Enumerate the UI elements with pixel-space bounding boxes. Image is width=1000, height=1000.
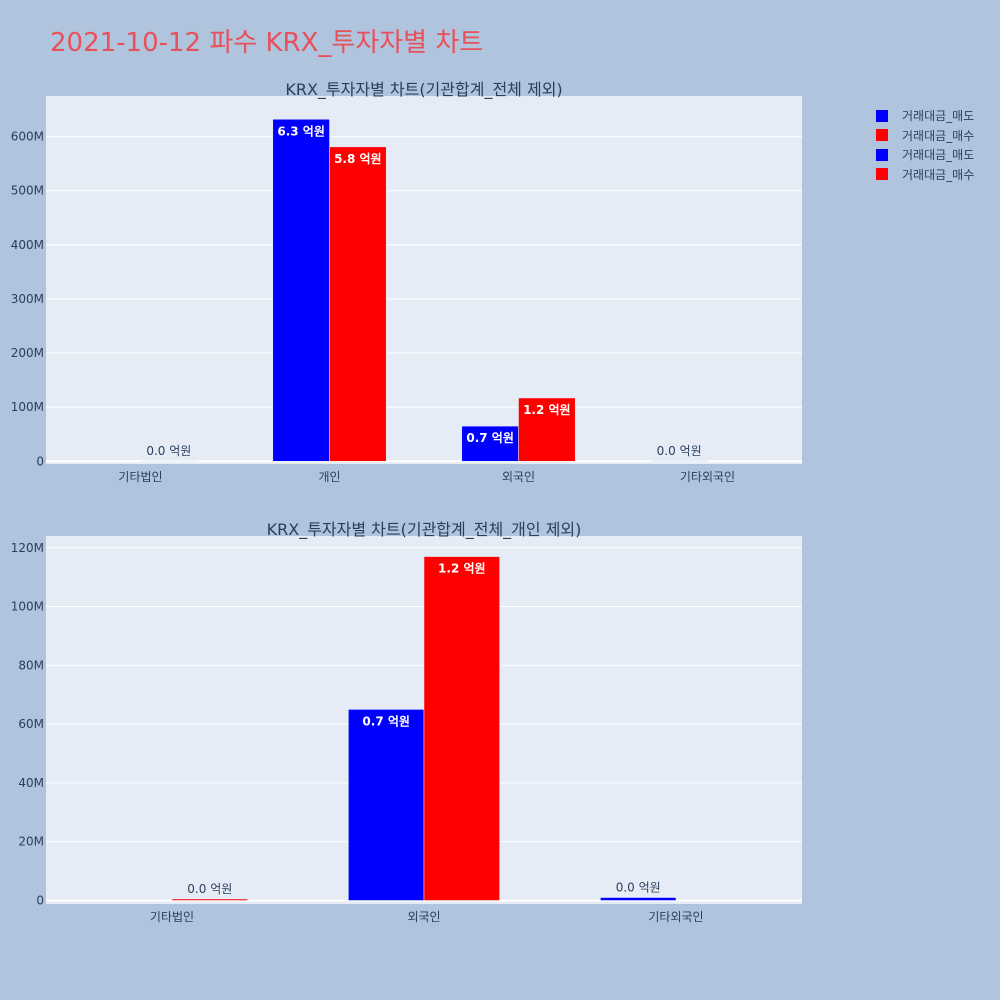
data-label: 0.0 억원 <box>146 444 191 458</box>
data-label: 6.3 억원 <box>277 124 325 138</box>
legend-swatch <box>876 109 888 122</box>
data-label: 0.7 억원 <box>466 431 514 445</box>
legend-label: 거래대금_매수 <box>902 128 975 143</box>
x-tick-label: 기타법인 <box>150 910 194 924</box>
bar <box>272 119 330 462</box>
data-label: 5.8 억원 <box>334 152 382 166</box>
bar <box>329 146 387 462</box>
y-tick-label: 200M <box>11 346 44 360</box>
y-tick-label: 100M <box>11 400 44 414</box>
y-tick-label: 20M <box>18 835 44 849</box>
y-tick-label: 40M <box>18 776 44 790</box>
data-label: 1.2 억원 <box>438 562 486 576</box>
x-tick-label: 외국인 <box>502 470 535 484</box>
legend-item[interactable]: 거래대금_매수 <box>876 126 996 146</box>
data-label: 1.2 억원 <box>523 403 571 417</box>
data-label: 0.0 억원 <box>616 881 661 895</box>
bar <box>348 709 425 901</box>
y-tick-label: 400M <box>11 238 44 252</box>
x-tick-label: 기타외국인 <box>680 470 735 484</box>
x-tick-label: 기타외국인 <box>648 910 703 924</box>
y-tick-label: 60M <box>18 717 44 731</box>
legend-swatch <box>876 148 888 161</box>
bar <box>650 460 708 462</box>
bar <box>518 397 576 462</box>
chart-title: KRX_투자자별 차트(기관합계_전체_개인 제외) <box>267 520 582 540</box>
x-tick-label: 개인 <box>318 470 340 484</box>
bar <box>423 556 500 901</box>
bar <box>600 897 677 901</box>
bar <box>171 898 248 901</box>
plot-area <box>46 96 802 464</box>
legend-item[interactable]: 거래대금_매도 <box>876 145 996 165</box>
y-tick-label: 100M <box>11 600 44 614</box>
legend-label: 거래대금_매수 <box>902 167 975 182</box>
legend-swatch <box>876 168 888 181</box>
y-tick-label: 300M <box>11 292 44 306</box>
legend-label: 거래대금_매도 <box>902 148 975 163</box>
data-label: 0.7 억원 <box>362 714 410 728</box>
data-label: 0.0 억원 <box>187 882 232 896</box>
legend-swatch <box>876 129 888 142</box>
y-tick-label: 0 <box>36 893 44 907</box>
y-tick-label: 120M <box>11 541 44 555</box>
y-tick-label: 0 <box>36 454 44 468</box>
legend-item[interactable]: 거래대금_매도 <box>876 106 996 126</box>
y-tick-label: 500M <box>11 184 44 198</box>
legend[interactable]: 거래대금_매도 거래대금_매수 거래대금_매도 거래대금_매수 <box>876 106 996 184</box>
legend-label: 거래대금_매도 <box>902 109 975 124</box>
y-tick-label: 600M <box>11 130 44 144</box>
page-title: 2021-10-12 파수 KRX_투자자별 차트 <box>50 28 484 58</box>
chart-title: KRX_투자자별 차트(기관합계_전체 제외) <box>285 80 562 100</box>
x-tick-label: 기타법인 <box>118 470 162 484</box>
x-tick-label: 외국인 <box>407 910 440 924</box>
data-label: 0.0 억원 <box>657 444 702 458</box>
legend-item[interactable]: 거래대금_매수 <box>876 165 996 185</box>
y-tick-label: 80M <box>18 658 44 672</box>
